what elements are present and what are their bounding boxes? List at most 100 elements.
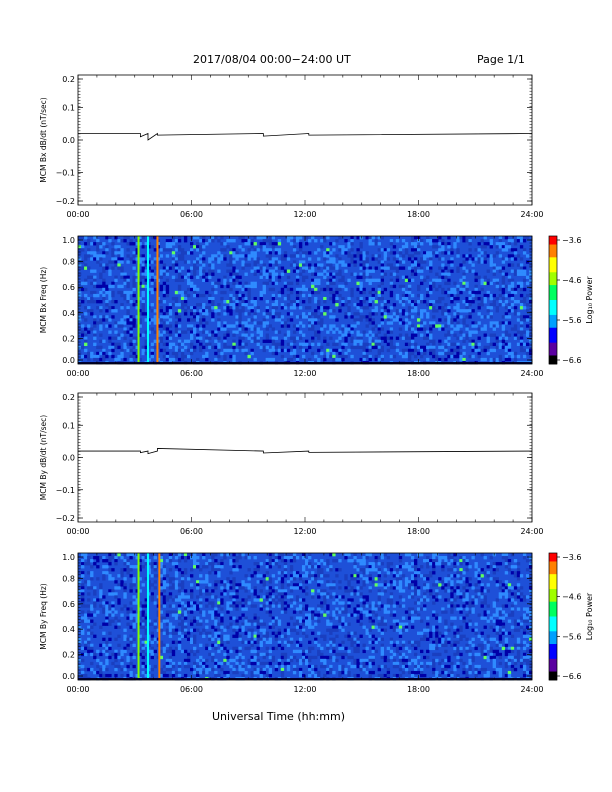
spectrogram-cell xyxy=(477,303,481,307)
spectrogram-cell xyxy=(356,318,360,322)
spectrogram-cell xyxy=(465,333,469,337)
spectrogram-cell xyxy=(96,260,100,264)
spectrogram-cell xyxy=(186,601,191,605)
spectrogram-cell xyxy=(84,604,88,608)
spectrogram-cell xyxy=(274,300,279,304)
spectrogram-cell xyxy=(165,631,170,635)
spectrogram-cell xyxy=(135,251,139,255)
spectrogram-cell xyxy=(229,622,233,626)
spectrogram-cell xyxy=(120,571,124,575)
colorbar-segment xyxy=(549,308,557,312)
spectrogram-cell xyxy=(504,342,509,347)
spectrogram-cell xyxy=(250,318,254,322)
spectrogram-cell xyxy=(486,351,490,356)
spectrogram-cell xyxy=(271,242,276,246)
spectrogram-cell xyxy=(265,601,269,605)
spectrogram-cell xyxy=(138,652,142,657)
spectrogram-cell xyxy=(329,628,333,632)
spectrogram-cell xyxy=(498,239,503,243)
spectrogram-cell xyxy=(217,251,221,255)
spectrogram-cell xyxy=(317,643,321,648)
spectrogram-cell xyxy=(183,260,188,264)
spectrogram-cell xyxy=(196,649,200,654)
spectrogram-cell xyxy=(126,296,130,301)
spectrogram-cell xyxy=(444,281,448,286)
spectrogram-cell xyxy=(477,290,481,295)
spectrogram-cell xyxy=(238,664,242,669)
spectrogram-cell xyxy=(262,312,266,316)
spectrogram-cell xyxy=(180,357,185,362)
spectrogram-cell xyxy=(271,625,276,629)
spectrogram-cell xyxy=(368,296,372,301)
spectrogram-cell xyxy=(174,257,179,261)
spectrogram-cell xyxy=(280,348,285,353)
colorbar-tick-label: −5.6 xyxy=(562,316,581,325)
spectrogram-cell xyxy=(232,345,236,350)
spectrogram-cell xyxy=(332,628,336,632)
spectrogram-cell xyxy=(84,580,88,584)
spectrogram-cell xyxy=(271,616,276,620)
spectrogram-cell xyxy=(229,348,233,353)
spectrogram-cell xyxy=(507,321,512,325)
spectrogram-cell xyxy=(338,673,342,678)
spectrogram-cell xyxy=(271,306,276,310)
spectrogram-cell xyxy=(81,260,85,264)
spectrogram-cell xyxy=(489,242,493,246)
spectrogram-cell xyxy=(305,306,309,310)
spectrogram-cell xyxy=(180,628,185,632)
spectrogram-cell xyxy=(165,354,170,359)
spectrogram-cell xyxy=(374,312,378,316)
spectrogram-cell xyxy=(347,309,351,313)
spectrogram-cell xyxy=(298,315,303,319)
spectrogram-cell xyxy=(220,327,224,331)
spectrogram-cell xyxy=(308,257,312,261)
spectrogram-cell xyxy=(153,260,157,264)
spectrogram-cell xyxy=(401,348,406,353)
spectrogram-cell xyxy=(162,646,167,651)
spectrogram-cell xyxy=(447,245,451,249)
spectrogram-cell xyxy=(114,652,118,657)
spectrogram-cell xyxy=(462,318,466,322)
spectrogram-cell xyxy=(429,239,433,243)
spectrogram-cell xyxy=(277,290,282,295)
spectrogram-cell xyxy=(314,239,318,243)
spectrogram-cell xyxy=(265,598,269,602)
spectrogram-cell xyxy=(329,670,333,675)
spectrogram-cell xyxy=(480,260,484,264)
spectrogram-cell xyxy=(283,348,288,353)
spectrogram-cell xyxy=(389,278,394,283)
spectrogram-cell xyxy=(247,287,251,292)
spectrogram-cell xyxy=(238,634,242,638)
spectrogram-cell xyxy=(410,351,415,356)
spectrogram-cell xyxy=(413,300,418,304)
spectrogram-cell xyxy=(108,559,112,563)
spectrogram-cell xyxy=(295,287,300,292)
spectrogram-cell xyxy=(271,315,276,319)
spectrogram-cell xyxy=(519,300,524,304)
spectrogram-cell xyxy=(214,565,218,569)
spectrogram-cell xyxy=(459,357,463,362)
spectrogram-cell xyxy=(335,342,339,347)
spectrogram-cell xyxy=(268,673,273,678)
spectrogram-cell xyxy=(108,556,112,560)
spectrogram-cell xyxy=(141,245,145,249)
spectrogram-cell xyxy=(123,646,127,651)
spectrogram-cell xyxy=(81,296,85,301)
spectrogram-cell xyxy=(377,287,381,292)
spectrogram-cell xyxy=(244,281,248,286)
spectrogram-cell xyxy=(81,562,85,566)
spectrogram-cell xyxy=(314,315,318,319)
spectrogram-cell xyxy=(410,309,415,313)
spectrogram-cell xyxy=(292,345,297,350)
spectrogram-cell xyxy=(241,580,245,584)
spectrogram-cell xyxy=(280,607,285,611)
spectrogram-cell xyxy=(186,652,191,657)
spectrogram-cell xyxy=(93,315,97,319)
spectrogram-cell xyxy=(232,646,236,651)
spectrogram-cell xyxy=(229,306,233,310)
spectrogram-cell xyxy=(429,306,433,310)
spectrogram-cell xyxy=(259,652,263,657)
spectrogram-cell xyxy=(177,254,182,258)
spectrogram-cell xyxy=(410,278,415,283)
spectrogram-cell xyxy=(93,278,97,283)
